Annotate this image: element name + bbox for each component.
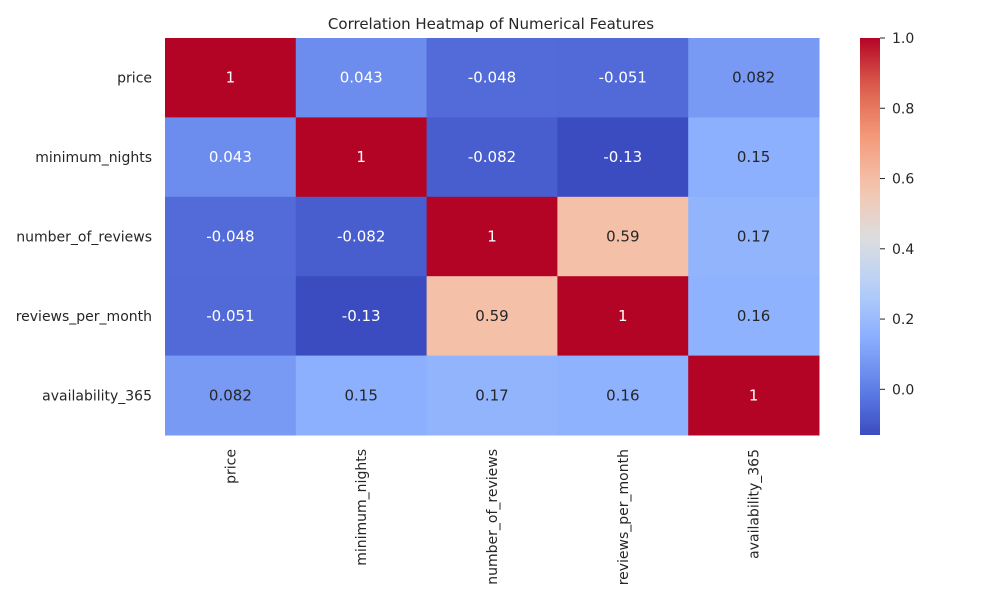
cell-value-label-r3-c0: -0.051 [206, 307, 254, 325]
cell-value-label-r4-c1: 0.15 [344, 386, 377, 404]
heatmap-cell-r0-c0 [165, 38, 297, 118]
heatmap-cell-r0-c4 [688, 38, 820, 118]
heatmap-cells: 1 0.043 -0.048 -0.051 0.082 0.043 1 -0.082 -0.13… [165, 38, 820, 436]
heatmap-cell-r2-c1 [295, 196, 428, 277]
x-tick-label-0: price [223, 449, 239, 484]
cell-value-label-r2-c2: 1 [487, 228, 497, 246]
cell-value-label-r3-c1: -0.13 [342, 307, 381, 325]
heatmap-cell-r3-c3 [557, 276, 689, 357]
cell-value-label-r2-c4: 0.17 [737, 228, 770, 246]
heatmap-cell-r3-c0 [165, 276, 297, 357]
colorbar-tick-label-1: 0.2 [892, 312, 914, 328]
colorbar-tick-label-3: 0.6 [892, 172, 914, 188]
heatmap-cell-r3-c1 [295, 276, 428, 357]
heatmap-cell-r4-c1 [295, 355, 428, 436]
y-tick-label-2: number_of_reviews [16, 230, 152, 246]
cell-value-label-r4-c2: 0.17 [475, 386, 508, 404]
cell-value-label-r1-c4: 0.15 [737, 148, 770, 166]
heatmap-cell-r1-c2 [426, 117, 558, 198]
heatmap-cell-r1-c3 [557, 117, 689, 198]
colorbar-tick-label-4: 0.8 [892, 101, 914, 117]
cell-value-label-r3-c2: 0.59 [475, 307, 508, 325]
heatmap-cell-r2-c4 [688, 196, 820, 277]
y-tick-label-4: availability_365 [42, 388, 152, 404]
x-tick-labels: price minimum_nights number_of_reviews revi… [223, 449, 762, 585]
colorbar: 0.0 0.2 0.4 0.6 0.8 1.0 [860, 31, 914, 435]
cell-value-label-r0-c3: -0.051 [599, 69, 647, 87]
cell-value-label-r2-c0: -0.048 [206, 228, 254, 246]
cell-value-label-r0-c2: -0.048 [468, 69, 516, 87]
heatmap-cell-r3-c4 [688, 276, 820, 357]
cell-value-label-r0-c0: 1 [226, 69, 236, 87]
cell-value-label-r0-c1: 0.043 [340, 69, 383, 87]
heatmap-cell-r1-c1 [295, 117, 428, 198]
heatmap-cell-r1-c0 [165, 117, 297, 198]
colorbar-gradient [860, 38, 880, 435]
cell-value-label-r3-c4: 0.16 [737, 307, 770, 325]
heatmap-cell-r4-c4 [688, 355, 820, 436]
cell-value-label-r2-c1: -0.082 [337, 228, 385, 246]
heatmap-cell-r2-c3 [557, 196, 689, 277]
colorbar-ticks: 0.0 0.2 0.4 0.6 0.8 1.0 [880, 31, 914, 398]
cell-value-label-r4-c3: 0.16 [606, 386, 639, 404]
colorbar-tick-label-5: 1.0 [892, 31, 914, 47]
heatmap-cell-r3-c2 [426, 276, 558, 357]
cell-value-label-r1-c3: -0.13 [603, 148, 642, 166]
y-tick-label-0: price [117, 71, 152, 87]
cell-value-label-r2-c3: 0.59 [606, 228, 639, 246]
cell-value-label-r3-c3: 1 [618, 307, 628, 325]
colorbar-tick-label-0: 0.0 [892, 382, 914, 398]
heatmap-cell-r0-c3 [557, 38, 689, 118]
heatmap-cell-r4-c3 [557, 355, 689, 436]
cell-value-label-r1-c2: -0.082 [468, 148, 516, 166]
heatmap-cell-r1-c4 [688, 117, 820, 198]
y-tick-label-1: minimum_nights [35, 150, 152, 166]
cell-value-label-r4-c4: 1 [749, 386, 759, 404]
x-tick-label-3: reviews_per_month [616, 449, 632, 585]
y-tick-labels: price minimum_nights number_of_reviewsrevi… [16, 71, 152, 405]
heatmap-cell-r4-c0 [165, 355, 297, 436]
cell-value-label-r1-c0: 0.043 [209, 148, 252, 166]
x-tick-label-1: minimum_nights [354, 449, 370, 566]
heatmap-cell-r4-c2 [426, 355, 558, 436]
x-tick-label-2: number_of_reviews [485, 449, 501, 585]
cell-value-label-r0-c4: 0.082 [732, 69, 775, 87]
cell-value-label-r1-c1: 1 [356, 148, 366, 166]
colorbar-tick-label-2: 0.4 [892, 242, 914, 258]
heatmap-cell-r0-c1 [295, 38, 428, 118]
y-tick-label-3: reviews_per_month [16, 309, 152, 325]
heatmap-cell-r0-c2 [426, 38, 558, 118]
x-tick-label-4: availability_365 [747, 449, 763, 559]
cell-value-label-r4-c0: 0.082 [209, 386, 252, 404]
chart-title: Correlation Heatmap of Numerical Feature… [328, 15, 654, 33]
heatmap-cell-r2-c0 [165, 196, 297, 277]
heatmap-cell-r2-c2 [426, 196, 558, 277]
